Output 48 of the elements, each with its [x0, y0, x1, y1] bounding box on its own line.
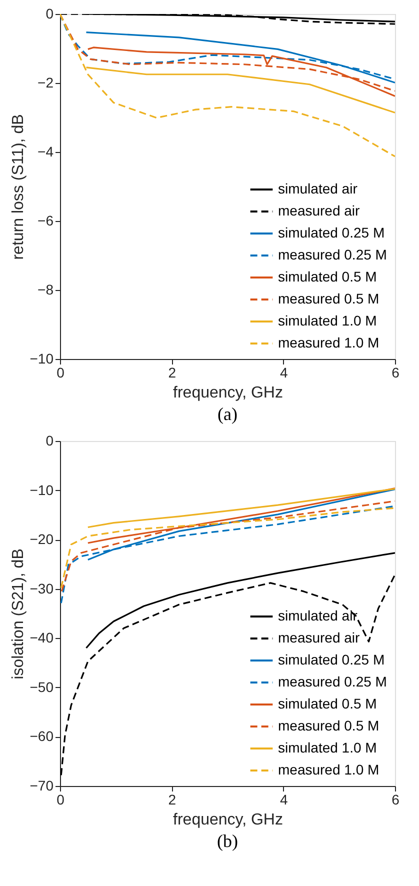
- legend-label: measured air: [278, 202, 360, 218]
- y-tick-label: 0: [46, 6, 54, 22]
- y-axis-title: return loss (S11), dB: [10, 114, 27, 260]
- y-tick-label: −2: [38, 74, 54, 90]
- line-series: [60, 574, 395, 776]
- y-tick-label: −50: [30, 678, 54, 695]
- y-tick-label: −70: [30, 778, 54, 794]
- y-tick-label: −4: [38, 144, 54, 160]
- y-tick-label: −20: [30, 531, 54, 548]
- text: (a): [218, 404, 238, 424]
- line-series: [87, 488, 395, 528]
- legend-label: simulated 0.25 M: [278, 224, 385, 240]
- x-tick-label: 0: [56, 364, 65, 380]
- y-tick-label: −8: [38, 282, 54, 298]
- y-tick-label: −60: [30, 728, 54, 744]
- y-tick-label: −10: [30, 482, 54, 498]
- legend-label: measured 0.25 M: [278, 674, 387, 690]
- x-axis-title: frequency, GHz: [173, 812, 283, 828]
- x-tick-label: 6: [392, 792, 400, 808]
- y-tick-label: −30: [30, 580, 54, 596]
- legend-label: measured 0.5 M: [278, 290, 380, 306]
- y-tick-label: −40: [30, 630, 54, 646]
- x-axis-title: frequency, GHz: [173, 384, 283, 402]
- legend-label: simulated air: [278, 180, 358, 196]
- legend-label: simulated 1.0 M: [278, 312, 377, 328]
- y-tick-label: −10: [30, 350, 54, 366]
- legend-label: simulated 0.5 M: [278, 268, 377, 284]
- text: (b): [217, 831, 238, 851]
- x-tick-label: 6: [392, 364, 400, 380]
- legend-label: measured 1.0 M: [278, 334, 380, 350]
- x-tick-label: 2: [168, 364, 176, 380]
- legend-label: simulated 1.0 M: [278, 740, 377, 756]
- legend-label: measured 0.25 M: [278, 246, 387, 262]
- x-tick-label: 4: [280, 364, 288, 380]
- x-tick-label: 4: [280, 792, 288, 808]
- y-axis-title: isolation (S21), dB: [10, 548, 27, 680]
- line-series: [60, 14, 395, 158]
- x-tick-label: 2: [168, 792, 176, 808]
- legend-label: simulated 0.5 M: [278, 696, 377, 712]
- y-tick-label: −6: [38, 212, 54, 228]
- line-series: [85, 552, 395, 649]
- legend-label: measured 0.5 M: [278, 718, 380, 734]
- x-tick-label: 0: [56, 792, 65, 808]
- legend-label: measured 1.0 M: [278, 762, 380, 778]
- legend-label: simulated air: [278, 608, 358, 624]
- legend-label: simulated 0.25 M: [278, 652, 385, 668]
- legend-label: measured air: [278, 630, 360, 646]
- y-tick-label: 0: [46, 432, 54, 448]
